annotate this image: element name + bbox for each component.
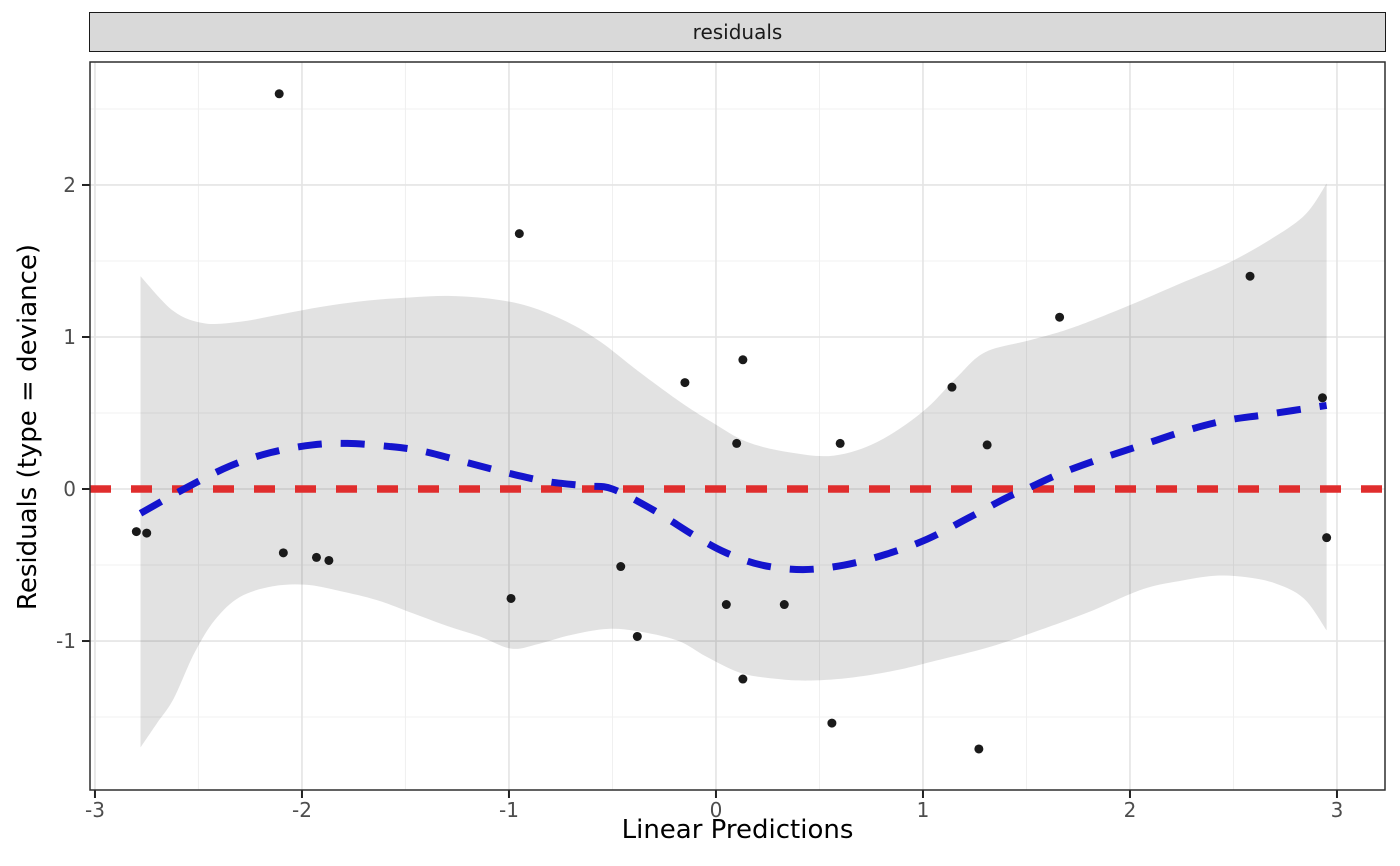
data-point [721,600,731,610]
facet-strip: residuals [89,12,1386,52]
data-point [680,378,690,388]
data-point [324,555,334,565]
data-point [311,552,321,562]
x-tick-label: 3 [1331,798,1344,822]
axis-ticks-and-labels: -3 -2 -1 0 1 2 3 -1 0 1 2 [56,173,1343,822]
x-tick-label: 0 [710,798,723,822]
data-point [506,593,516,603]
loess-smooth-line [138,401,1328,574]
data-point [142,528,152,538]
x-tick-label: 1 [917,798,930,822]
data-point [738,355,748,365]
panel-background [90,62,1385,790]
data-point [732,438,742,448]
data-point [274,89,284,99]
data-point [738,674,748,684]
data-point [974,744,984,754]
data-point [1317,393,1327,403]
x-axis-title: Linear Predictions [621,815,854,845]
data-point [835,438,845,448]
data-point [1055,312,1065,322]
scatter-points [131,89,1332,754]
data-point [1322,533,1332,543]
data-point [1245,271,1255,281]
data-point [827,718,837,728]
facet-strip-label: residuals [692,20,783,44]
confidence-band [140,183,1327,748]
y-tick-label: 2 [63,173,76,197]
data-point [632,631,642,641]
x-tick-label: 2 [1124,798,1137,822]
y-tick-label: 0 [63,477,76,501]
data-point [278,548,288,558]
x-tick-label: -3 [85,798,105,822]
panel-border [89,61,1386,791]
y-axis-title: Residuals (type = deviance) [13,243,43,611]
data-point [947,382,957,392]
data-point [514,229,524,239]
data-point [616,562,626,572]
x-tick-label: -1 [499,798,519,822]
data-point [779,600,789,610]
x-tick-label: -2 [292,798,312,822]
y-tick-label: 1 [63,325,76,349]
y-tick-label: -1 [56,629,76,653]
data-point [131,527,141,537]
data-point [982,440,992,450]
